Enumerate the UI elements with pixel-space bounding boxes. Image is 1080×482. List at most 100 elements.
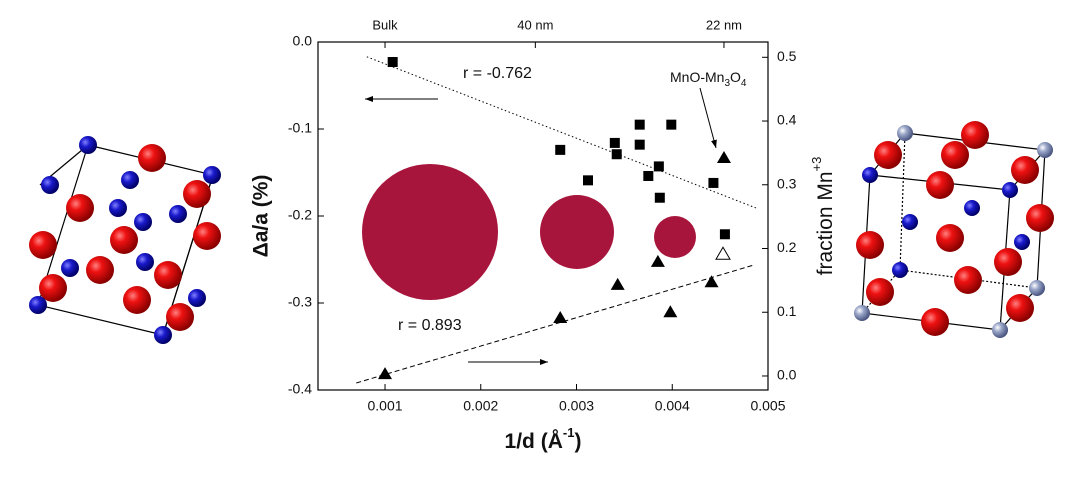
particle-small	[654, 216, 696, 258]
y2-tick-label: 0.3	[777, 175, 797, 191]
square-marker	[634, 139, 645, 150]
atom	[866, 278, 894, 306]
atom	[1006, 294, 1034, 322]
atom	[29, 231, 57, 259]
atom	[188, 289, 206, 307]
atom	[29, 296, 47, 314]
x-tick-label: 0.002	[463, 398, 498, 414]
triangle-marker	[716, 151, 731, 163]
atom	[110, 226, 138, 254]
square-marker	[609, 137, 620, 148]
atom	[154, 326, 172, 344]
r-lattice: r = -0.762	[463, 65, 532, 82]
y2-tick-label: 0.5	[777, 48, 797, 64]
atom	[1011, 156, 1039, 184]
atom	[1026, 204, 1054, 232]
atom	[892, 262, 908, 278]
atom	[1014, 234, 1030, 250]
atom	[961, 121, 989, 149]
atom	[854, 305, 870, 321]
atom	[166, 303, 194, 331]
atom	[926, 171, 954, 199]
open-triangle-marker	[715, 246, 731, 260]
atom	[123, 286, 151, 314]
atom	[1037, 142, 1053, 158]
atom	[902, 214, 918, 230]
atom	[136, 253, 154, 271]
atom	[992, 322, 1008, 338]
atom	[154, 261, 182, 289]
atom	[994, 248, 1022, 276]
x-tick-label: 0.003	[559, 398, 594, 414]
atom	[109, 199, 127, 217]
square-marker	[583, 175, 593, 186]
square-marker	[643, 170, 654, 181]
triangle-marker	[650, 254, 665, 267]
y2-tick-label: 0.0	[777, 367, 797, 383]
atom	[941, 141, 969, 169]
y2-axis-label: fraction Mn+3	[809, 157, 836, 276]
crystal-structures	[29, 121, 1054, 344]
triangle-marker	[553, 310, 568, 323]
y2-tick-label: 0.2	[777, 239, 797, 255]
r-fraction: r = 0.893	[398, 317, 462, 334]
fit-line	[366, 56, 757, 209]
atom	[936, 224, 964, 252]
triangle-marker	[610, 277, 625, 290]
atom	[954, 266, 982, 294]
x2-tick-label: Bulk	[372, 17, 398, 32]
atom	[862, 167, 878, 183]
atom	[41, 176, 59, 194]
square-marker	[719, 229, 730, 240]
atom	[39, 274, 67, 302]
atom	[964, 200, 980, 216]
particle-large	[362, 164, 498, 300]
triangle-marker	[704, 275, 719, 288]
atom	[856, 231, 884, 259]
y-tick-label: 0.0	[293, 33, 313, 49]
square-marker	[634, 119, 645, 130]
atom	[203, 166, 221, 184]
y-tick-label: -0.3	[288, 294, 312, 310]
x-axis-label: 1/d (Å-1)	[505, 425, 582, 452]
atom	[134, 213, 152, 231]
atom	[121, 171, 139, 189]
atom	[183, 180, 211, 208]
y-tick-label: -0.4	[288, 381, 312, 397]
triangle-marker	[378, 367, 393, 380]
atom	[66, 194, 94, 222]
square-marker	[555, 144, 566, 155]
atom	[874, 141, 902, 169]
phase-label: MnO-Mn3O4	[670, 69, 747, 89]
x2-tick-label: 40 nm	[517, 17, 553, 32]
atom	[921, 308, 949, 336]
x-tick-label: 0.001	[367, 398, 402, 414]
square-marker	[666, 119, 677, 130]
square-marker	[653, 161, 664, 172]
square-marker	[708, 177, 719, 188]
arrow-phase	[699, 87, 717, 149]
atom	[86, 256, 114, 284]
atom	[61, 259, 79, 277]
square-marker	[387, 57, 398, 68]
y-axis-label: Δa/a (%)	[250, 175, 273, 258]
atom	[1002, 182, 1018, 198]
atom	[79, 136, 97, 154]
y-tick-label: -0.1	[288, 120, 312, 136]
y-tick-label: -0.2	[288, 207, 312, 223]
x-tick-label: 0.004	[655, 398, 690, 414]
atom	[169, 205, 187, 223]
y2-tick-label: 0.1	[777, 303, 797, 319]
y2-tick-label: 0.4	[777, 112, 797, 128]
x2-tick-label: 22 nm	[706, 17, 742, 32]
atom	[1029, 280, 1045, 296]
square-marker	[611, 149, 622, 160]
atom	[193, 222, 221, 250]
triangle-marker	[663, 305, 678, 318]
atom	[138, 144, 166, 172]
atom	[897, 125, 913, 141]
x-tick-label: 0.005	[750, 398, 785, 414]
particle-medium	[540, 195, 614, 269]
square-marker	[654, 192, 665, 203]
